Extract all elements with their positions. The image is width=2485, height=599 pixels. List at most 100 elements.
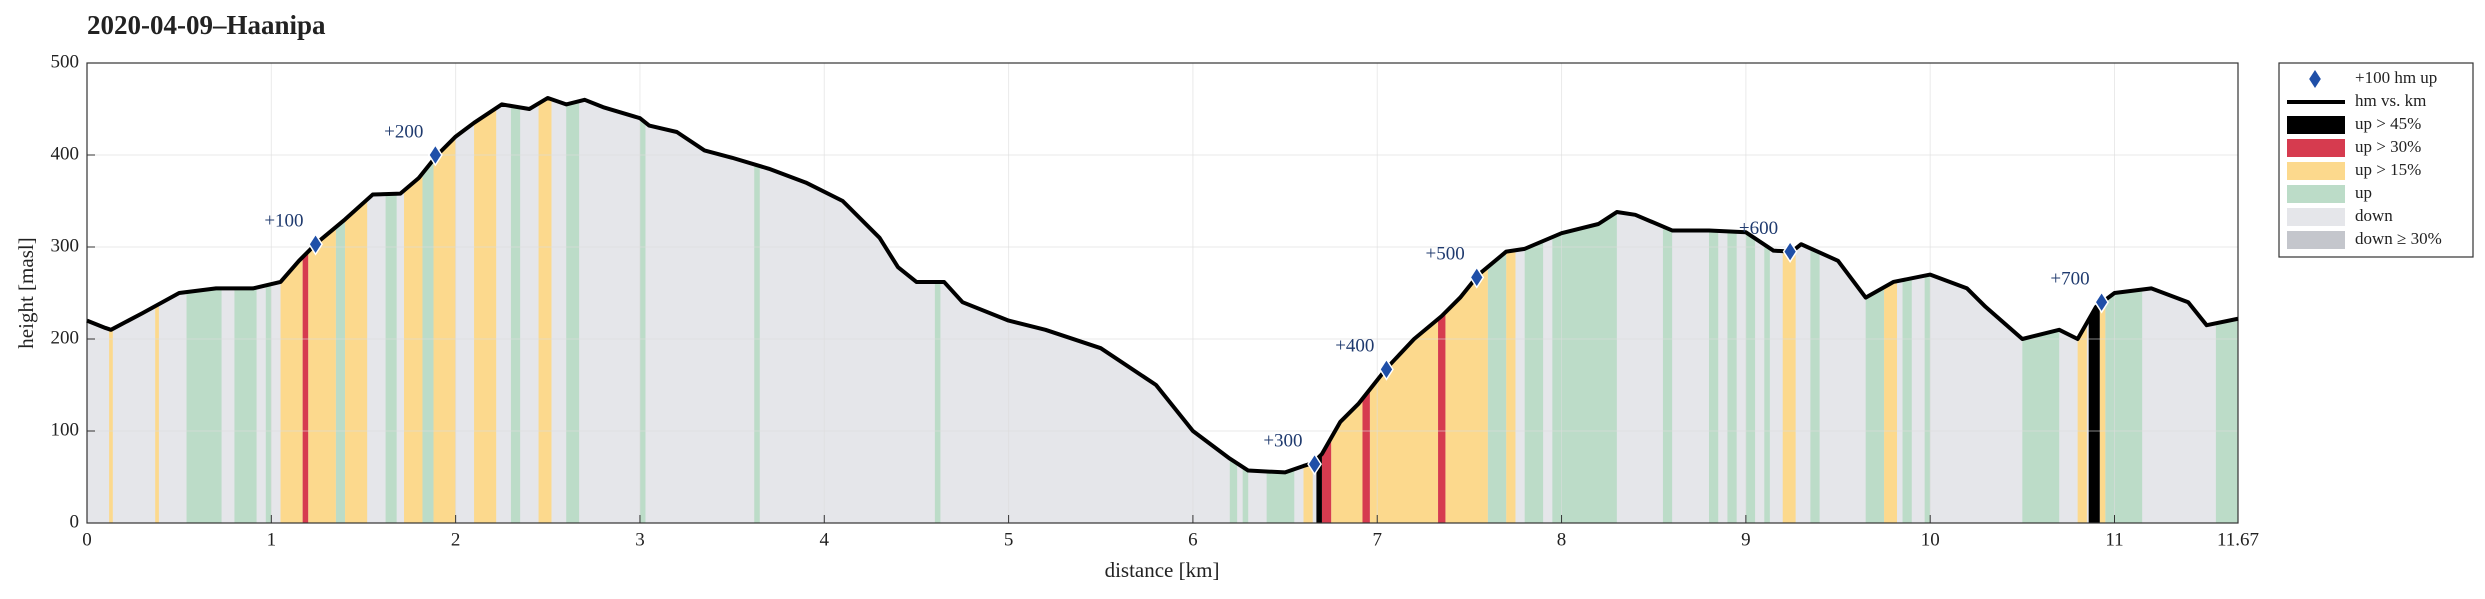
slope-band	[1487, 97, 1507, 523]
slope-band	[1362, 97, 1370, 523]
slope-band	[754, 97, 760, 523]
slope-band	[538, 97, 552, 523]
slope-band	[1709, 97, 1719, 523]
slope-band	[1266, 97, 1295, 523]
x-tick-label: 7	[1372, 529, 1382, 550]
legend-label: down ≥ 30%	[2355, 229, 2442, 248]
legend-swatch	[2287, 139, 2345, 157]
slope-band	[265, 97, 272, 523]
legend-swatch	[2287, 231, 2345, 249]
slope-band	[1524, 97, 1544, 523]
slope-band	[2215, 97, 2238, 523]
slope-band	[1884, 97, 1898, 523]
slope-band	[2022, 97, 2060, 523]
profile-line	[86, 95, 2239, 475]
slope-band	[474, 97, 497, 523]
slope-band	[1229, 97, 1238, 523]
hm-marker	[308, 232, 323, 256]
y-tick-label: 500	[51, 51, 80, 72]
y-tick-label: 0	[70, 511, 80, 532]
legend-label: up > 45%	[2355, 114, 2421, 133]
slope-band	[934, 97, 941, 523]
slope-band	[422, 97, 434, 523]
legend-swatch	[2287, 208, 2345, 226]
slope-band	[1745, 97, 1756, 523]
legend-label: down	[2355, 206, 2393, 225]
legend-label: +100 hm up	[2355, 68, 2437, 87]
slope-band	[234, 97, 257, 523]
x-axis-label: distance [km]	[1105, 558, 1220, 582]
slope-band	[2077, 97, 2087, 523]
hm-marker	[1307, 452, 1322, 476]
slope-band	[109, 97, 113, 523]
slope-band	[1506, 97, 1516, 523]
slope-band	[1331, 97, 1363, 523]
slope-band	[280, 97, 303, 523]
legend-marker	[2309, 70, 2321, 88]
slope-band	[2088, 97, 2100, 523]
legend-swatch	[2287, 162, 2345, 180]
y-tick-label: 400	[51, 143, 80, 164]
y-tick-label: 100	[51, 419, 80, 440]
slope-band	[335, 97, 346, 523]
x-tick-label: 9	[1741, 529, 1751, 550]
legend-label: up	[2355, 183, 2372, 202]
slope-band	[1369, 97, 1439, 523]
x-tick-label: 6	[1188, 529, 1198, 550]
marker-label: +300	[1263, 430, 1302, 451]
slope-band	[155, 97, 159, 523]
x-tick-label: 10	[1921, 529, 1940, 550]
hm-marker	[427, 143, 443, 167]
slope-band	[1810, 97, 1820, 523]
slope-band	[1438, 97, 1446, 523]
slope-band	[1924, 97, 1931, 523]
plot-frame	[86, 62, 2239, 524]
x-tick-label: 1	[267, 529, 277, 550]
x-tick-label: 3	[635, 529, 645, 550]
marker-label: +200	[384, 121, 423, 142]
y-tick-label: 300	[51, 235, 80, 256]
slope-band	[404, 97, 423, 523]
slope-band	[308, 97, 336, 523]
slope-band	[1242, 97, 1249, 523]
marker-label: +500	[1426, 244, 1465, 265]
slope-band	[1662, 97, 1673, 523]
legend-swatch	[2287, 116, 2345, 134]
slope-band	[510, 97, 521, 523]
x-tick-label: 4	[820, 529, 830, 550]
x-tick-label: 5	[1004, 529, 1014, 550]
legend-swatch	[2287, 185, 2345, 203]
slope-band	[385, 97, 397, 523]
x-tick-label: 11.67	[2217, 529, 2259, 550]
legend-label: up > 30%	[2355, 137, 2421, 156]
x-tick-label: 0	[82, 529, 92, 550]
slope-band	[1782, 97, 1796, 523]
slope-band	[1764, 97, 1770, 523]
marker-label: +100	[264, 211, 303, 232]
slope-band	[1902, 97, 1912, 523]
slope-band	[1303, 97, 1313, 523]
legend-label: hm vs. km	[2355, 91, 2426, 110]
hm-marker	[1469, 265, 1485, 289]
slope-band	[639, 97, 646, 523]
chart-title: 2020-04-09–Haanipa	[87, 10, 326, 40]
slope-band	[433, 97, 456, 523]
x-tick-label: 8	[1557, 529, 1567, 550]
hm-marker	[2094, 290, 2109, 314]
marker-label: +600	[1739, 218, 1778, 239]
y-axis-label: height [masl]	[14, 237, 38, 348]
legend-label: up > 15%	[2355, 160, 2421, 179]
slope-band	[345, 97, 368, 523]
marker-label: +700	[2050, 269, 2089, 290]
hm-marker	[1379, 357, 1394, 381]
slope-band	[1727, 97, 1737, 523]
marker-label: +400	[1335, 336, 1374, 357]
slope-band	[566, 97, 580, 523]
hm-marker	[1782, 240, 1798, 263]
x-tick-label: 2	[451, 529, 461, 550]
y-tick-label: 200	[51, 327, 80, 348]
slope-band	[302, 97, 309, 523]
x-tick-label: 11	[2105, 529, 2123, 550]
slope-band	[1445, 97, 1488, 523]
